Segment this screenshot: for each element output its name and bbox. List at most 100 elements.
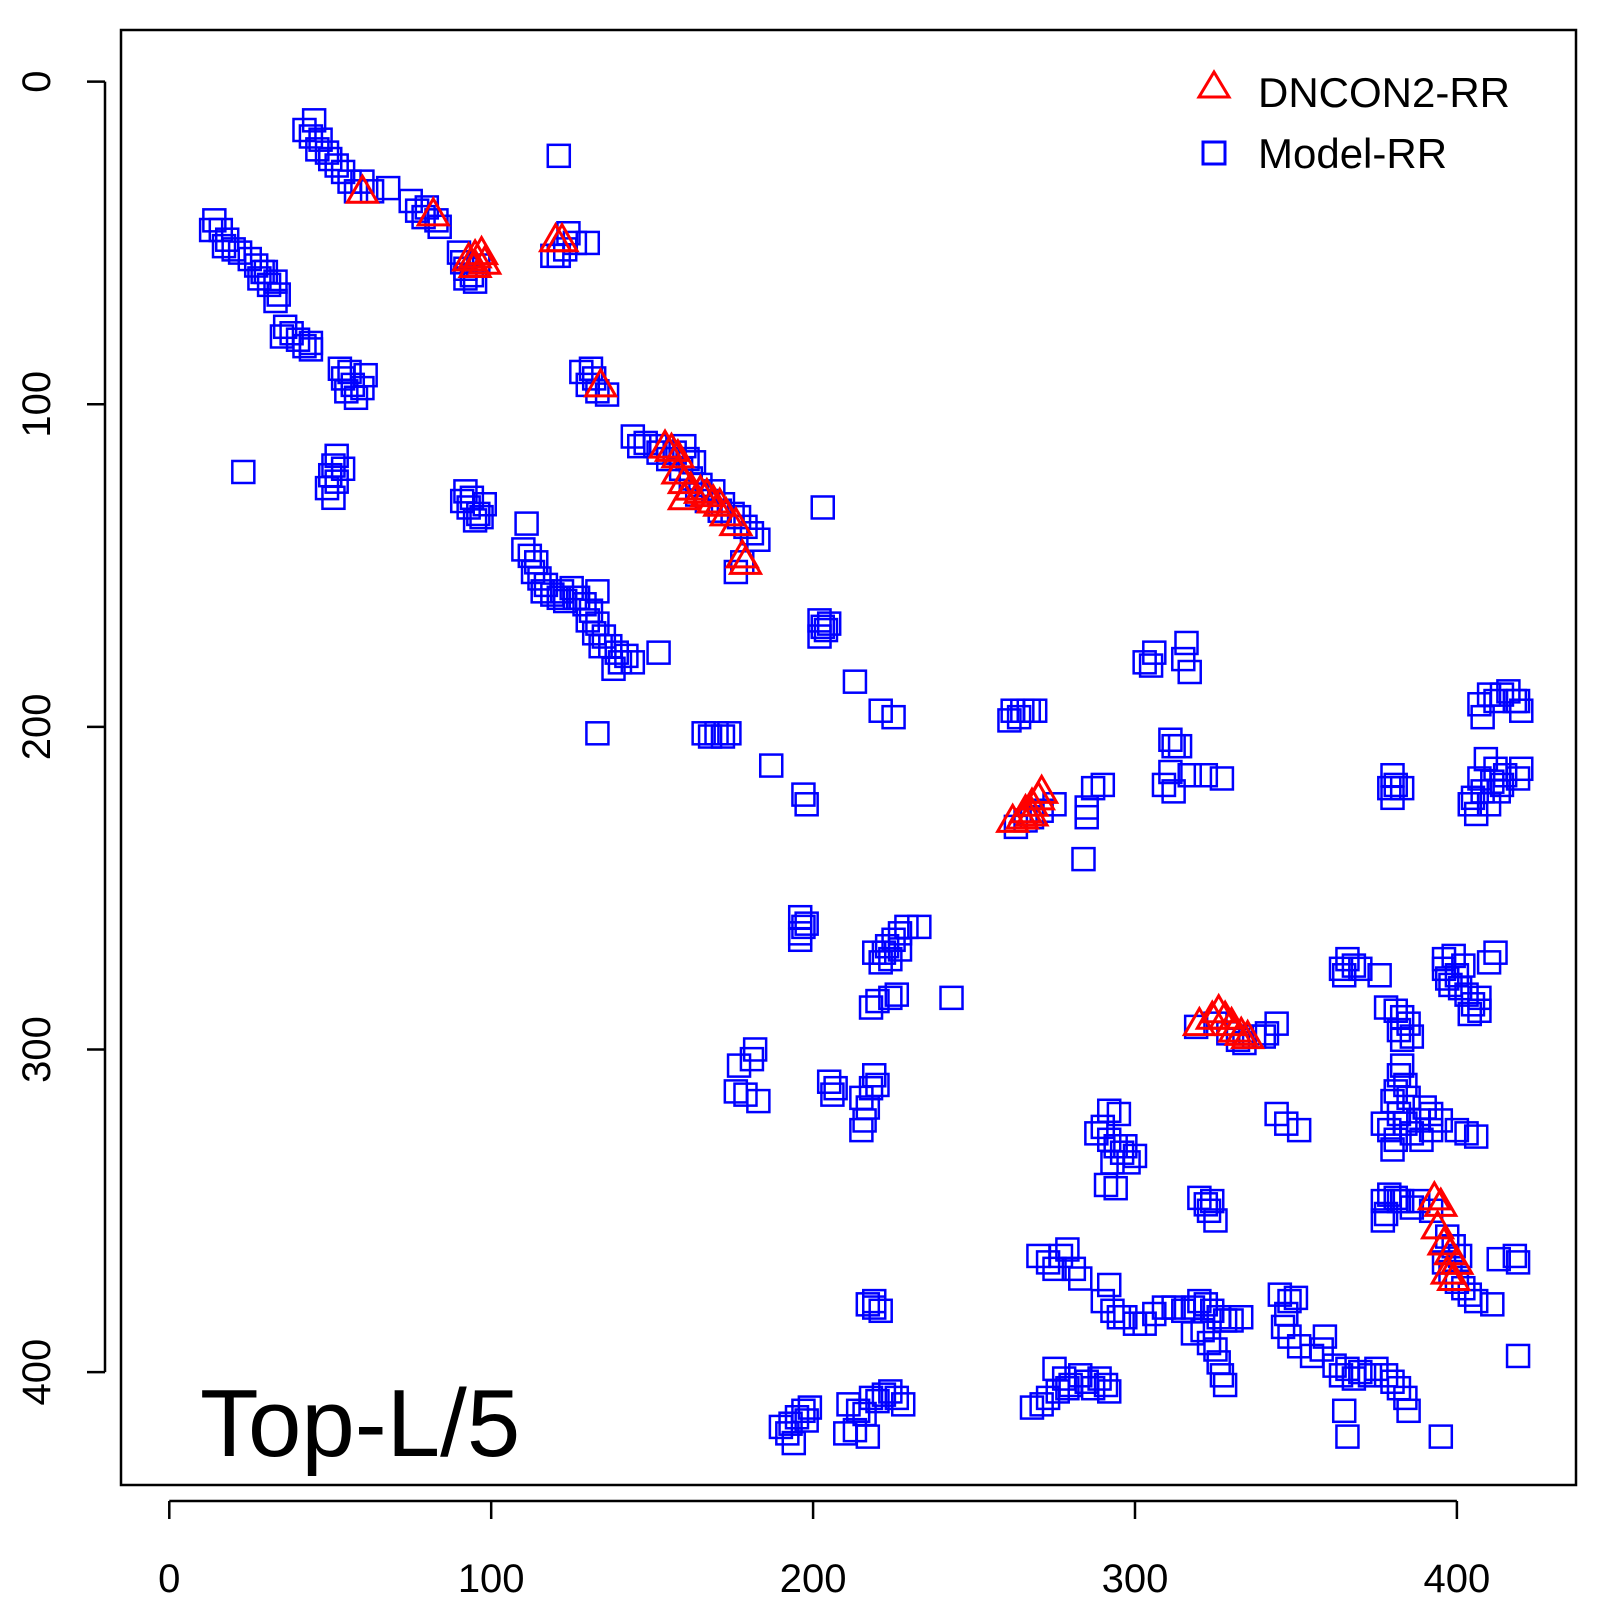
model-rr-point: [1267, 1282, 1293, 1307]
model-rr-point: [791, 914, 816, 940]
model-rr-point: [1396, 1085, 1421, 1111]
model-rr-point: [871, 940, 897, 965]
model-rr-point: [453, 479, 478, 504]
model-rr-point: [858, 995, 884, 1020]
model-rr-point: [1096, 1272, 1122, 1298]
model-rr-point: [746, 527, 771, 552]
model-rr-point: [1090, 1288, 1116, 1314]
model-rr-point: [1187, 1185, 1212, 1211]
model-rr-point: [878, 1379, 903, 1404]
model-rr-point: [797, 1395, 823, 1420]
model-rr-point: [256, 272, 282, 298]
model-rr-point: [1019, 1395, 1045, 1420]
model-rr-point: [1328, 1363, 1354, 1388]
model-rr-point: [791, 782, 816, 807]
model-rr-point: [1158, 727, 1183, 753]
model-rr-point: [581, 621, 607, 646]
model-rr-point: [1383, 1127, 1408, 1153]
model-rr-point: [1483, 940, 1508, 965]
model-rr-point: [1444, 963, 1470, 988]
model-rr-point: [1370, 1208, 1396, 1233]
dncon2-rr-point: [544, 221, 580, 253]
x-tick-label: 100: [458, 1557, 525, 1600]
model-rr-point: [1142, 1301, 1167, 1327]
model-rr-point: [575, 230, 601, 256]
model-rr-point: [868, 1298, 893, 1324]
model-rr-point: [620, 650, 646, 675]
model-rr-point: [858, 1385, 884, 1411]
dncon2-rr-point: [660, 437, 696, 469]
model-rr-point: [768, 1414, 794, 1440]
model-rr-point: [1370, 1111, 1396, 1136]
model-rr-point: [1022, 698, 1048, 723]
model-rr-point: [813, 617, 839, 643]
model-rr-point: [314, 475, 340, 501]
model-rr-point: [1399, 1024, 1425, 1049]
model-rr-point: [1373, 995, 1399, 1020]
model-rr-point: [398, 188, 423, 214]
legend-triangle-marker: [1196, 69, 1232, 99]
model-rr-point: [1389, 775, 1415, 801]
model-rr-point: [227, 240, 253, 265]
model-rr-point: [1196, 1330, 1222, 1356]
dncon2-rr-point: [695, 483, 731, 514]
model-rr-point: [1418, 1101, 1444, 1127]
dncon2-rr-point: [451, 241, 487, 272]
model-rr-point: [1048, 1243, 1074, 1269]
model-rr-point: [285, 327, 311, 352]
model-rr-point: [1383, 772, 1408, 798]
model-rr-point: [1093, 1372, 1119, 1398]
model-rr-point: [746, 1088, 771, 1114]
model-rr-point: [1467, 985, 1492, 1011]
model-rr-point: [337, 359, 362, 385]
model-rr-point: [816, 611, 842, 636]
model-rr-point: [301, 108, 327, 133]
model-rr-point: [807, 608, 832, 633]
model-rr-point: [1174, 630, 1199, 656]
model-rr-point: [266, 282, 291, 307]
model-rr-point: [533, 572, 559, 598]
model-rr-point: [810, 614, 835, 640]
model-rr-point: [1190, 1317, 1215, 1343]
legend-label-dncon2: DNCON2-RR: [1258, 69, 1510, 116]
model-rr-point: [1467, 766, 1492, 791]
model-rr-point: [350, 169, 375, 194]
model-rr-point: [1100, 1298, 1125, 1324]
model-rr-point: [1480, 1292, 1505, 1317]
model-rr-point: [305, 137, 330, 162]
model-rr-point: [1093, 1172, 1119, 1198]
dncon2-rr-point: [689, 476, 725, 508]
model-rr-point: [1029, 1392, 1054, 1417]
model-rr-point: [1505, 1250, 1531, 1275]
dncon2-rr-point: [583, 366, 619, 398]
panel-label: Top-L/5: [200, 1370, 520, 1477]
model-rr-point: [314, 140, 340, 165]
model-rr-point: [1454, 982, 1479, 1007]
model-rr-point: [292, 333, 317, 359]
model-rr-point: [1196, 1198, 1222, 1224]
model-rr-point: [607, 650, 633, 675]
model-rr-point: [1113, 1134, 1138, 1159]
model-rr-point: [1113, 1304, 1138, 1330]
model-rr-point: [520, 559, 546, 585]
model-rr-point: [794, 1408, 819, 1433]
model-rr-point: [1161, 1295, 1186, 1320]
model-rr-point: [1447, 1243, 1473, 1269]
model-rr-point: [1492, 762, 1518, 788]
model-rr-point: [511, 537, 536, 562]
model-rr-point: [1377, 1117, 1402, 1143]
model-rr-point: [221, 237, 246, 262]
model-rr-point: [691, 721, 716, 746]
model-rr-point: [334, 379, 359, 404]
model-rr-point: [211, 233, 237, 259]
model-rr-point: [1505, 688, 1531, 714]
model-rr-point: [1219, 1308, 1244, 1333]
model-rr-point: [1106, 1304, 1132, 1330]
model-rr-point: [1035, 1385, 1061, 1411]
model-rr-point: [546, 585, 572, 611]
model-rr-point: [704, 721, 729, 746]
model-rr-point: [1373, 1363, 1399, 1388]
model-rr-point: [887, 921, 913, 946]
y-tick-label: 400: [15, 1339, 59, 1406]
x-tick-label: 300: [1102, 1557, 1169, 1600]
